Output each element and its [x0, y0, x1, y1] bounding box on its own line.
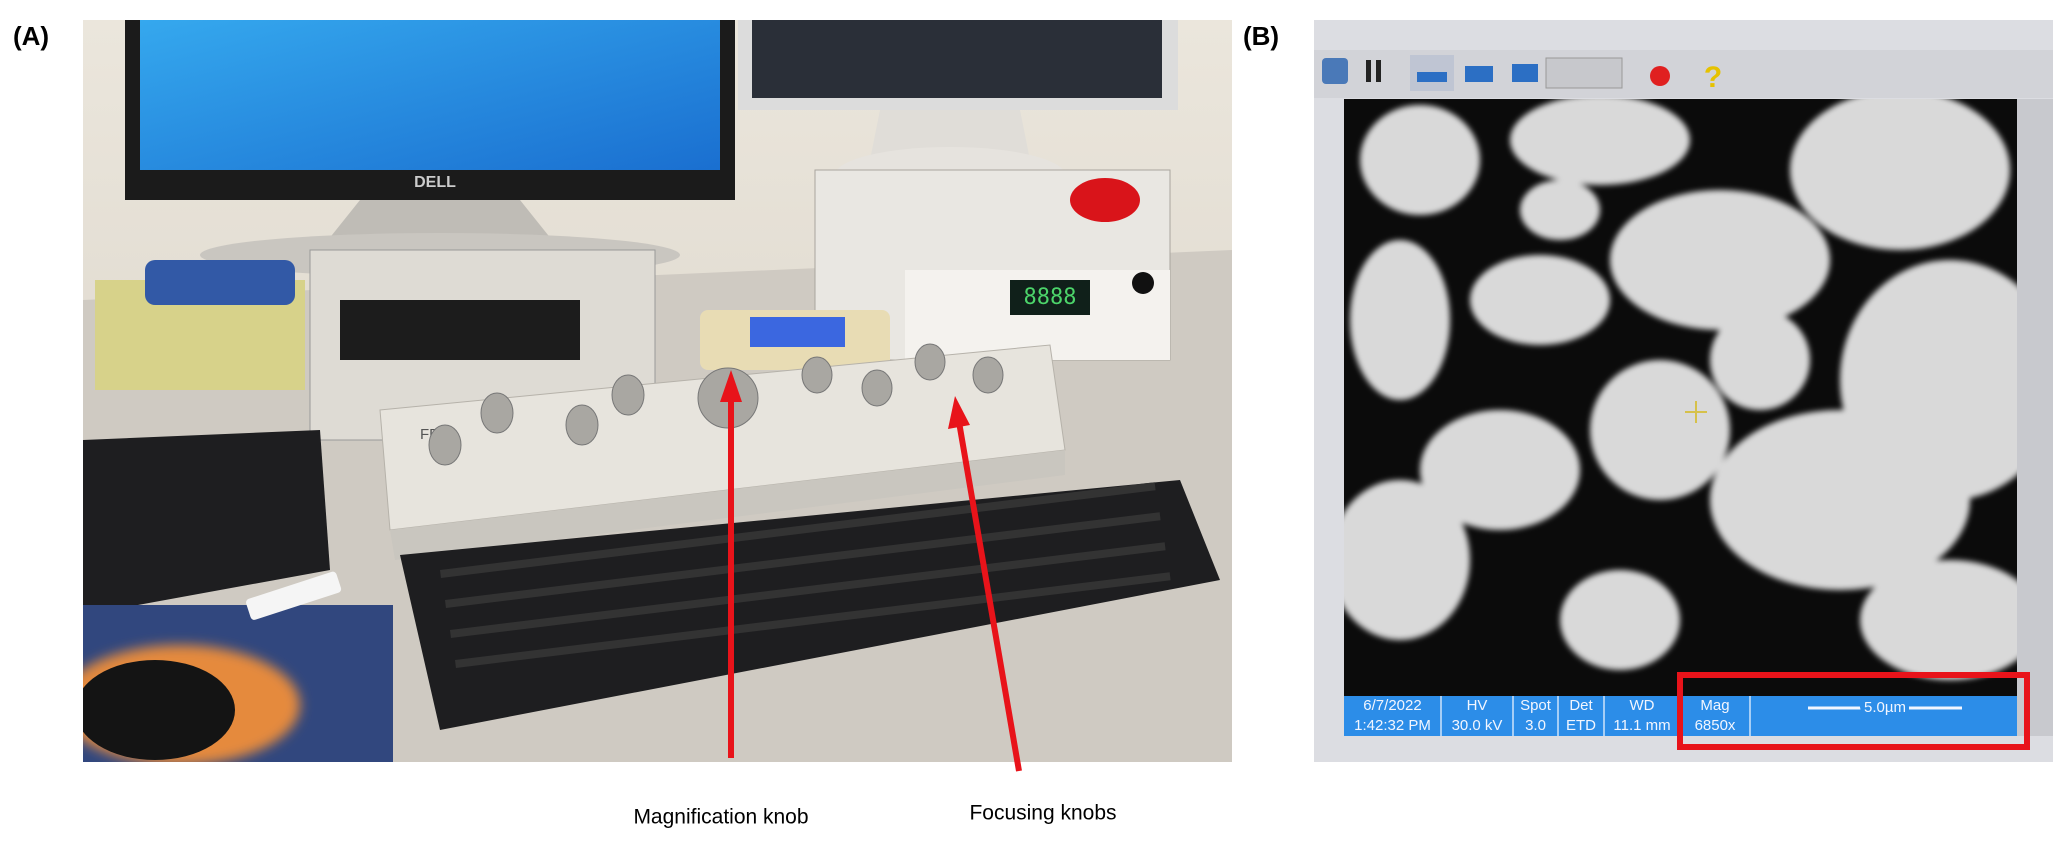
photo-lab-desk: DELL 8888 FEI	[83, 20, 1232, 762]
panel-label: (B)	[1243, 21, 1279, 51]
field-value: ETD	[1566, 717, 1596, 734]
photo-sem-screen: ? 6/7/2022 1:42:32 PM HV 30.0 kV Spot 3.0 Det E…	[1314, 20, 2053, 762]
svg-text:?: ?	[1704, 61, 1722, 94]
annotation: Focusing knobs	[969, 802, 1116, 825]
field-label: WD	[1630, 697, 1655, 714]
field-label: Det	[1569, 697, 1593, 714]
field-value: 1:42:32 PM	[1354, 717, 1431, 734]
field-value: 11.1 mm	[1613, 717, 1670, 734]
annotation-arrow	[948, 396, 1022, 772]
field-label: Spot	[1520, 697, 1552, 714]
status-bar: 6/7/2022 1:42:32 PM HV 30.0 kV Spot 3.0 Det ETD…	[1354, 695, 1962, 736]
field-label: 6/7/2022	[1363, 697, 1421, 714]
highlight-box	[1677, 672, 2030, 750]
field-label: HV	[1467, 697, 1488, 714]
scale-bar-label: 5.0µm	[1864, 699, 1906, 716]
field-value: 30.0 kV	[1452, 717, 1503, 734]
svg-text:8888: 8888	[1024, 285, 1077, 310]
annotation: Magnification knob	[633, 806, 808, 829]
brand-text: DELL	[414, 174, 456, 191]
field-value: 3.0	[1525, 717, 1546, 734]
annotation-arrow	[720, 370, 742, 758]
field-value: 6850x	[1695, 717, 1736, 734]
field-label: Mag	[1700, 697, 1729, 714]
panel-label: (A)	[13, 21, 49, 51]
